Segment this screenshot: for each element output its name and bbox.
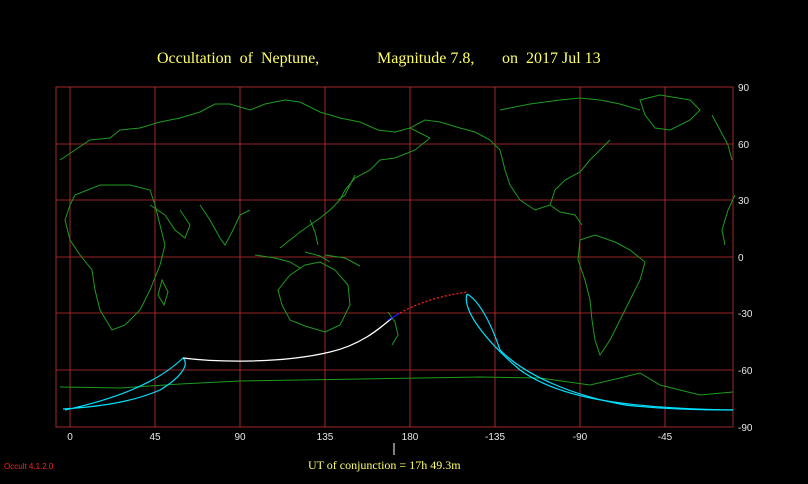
map-grid — [56, 87, 733, 427]
visibility-limits — [62, 293, 734, 411]
latitude-tick-label: -60 — [738, 366, 753, 377]
coast-alaska — [409, 119, 476, 133]
coast-japan — [337, 174, 356, 201]
coast-madagascar — [157, 278, 169, 307]
coast-gulf-mexico — [549, 204, 583, 226]
visibility-limit-west — [62, 357, 186, 411]
latitude-tick-label: 30 — [738, 196, 750, 207]
coast-antarctica — [59, 372, 734, 396]
longitude-tick-label: 180 — [402, 432, 419, 443]
coast-greenland — [639, 94, 701, 131]
coast-canada-arctic — [499, 97, 641, 111]
visibility-limit-east-inner — [466, 293, 734, 411]
visibility-limit-east — [465, 293, 734, 411]
central-path-twilight — [387, 312, 401, 321]
longitude-tick-label: 45 — [149, 432, 161, 443]
title-object: Occultation of Neptune, — [157, 50, 320, 67]
coast-eurasia-north — [59, 99, 431, 161]
longitude-tick-label: -90 — [573, 432, 588, 443]
coast-south-america — [577, 234, 646, 357]
coast-europe-west — [711, 114, 733, 161]
coastlines — [59, 94, 736, 396]
longitude-labels: 0 45 90 135 180 -135 -90 -45 — [67, 432, 672, 443]
coast-new-zealand — [387, 311, 399, 346]
latitude-tick-label: -90 — [738, 423, 753, 434]
longitude-tick-label: 0 — [67, 432, 73, 443]
longitude-tick-label: 90 — [234, 432, 246, 443]
latitude-labels: 90 60 30 0 -30 -60 -90 — [738, 83, 753, 434]
title-date: on 2017 Jul 13 — [502, 50, 601, 67]
central-path-daylight — [182, 317, 393, 362]
title-magnitude: Magnitude 7.8, — [377, 50, 475, 67]
conjunction-time-label: UT of conjunction = 17h 49.3m — [308, 458, 461, 472]
latitude-tick-label: 90 — [738, 83, 750, 94]
longitude-tick-label: -135 — [485, 432, 505, 443]
central-path — [182, 291, 468, 362]
coast-arabia — [149, 204, 191, 239]
coast-asia-east — [279, 137, 431, 249]
coast-africa — [64, 184, 166, 331]
coast-north-america — [474, 131, 611, 211]
coast-indonesia-2 — [304, 251, 331, 263]
map-title: Occultation of Neptune, Magnitude 7.8, o… — [0, 50, 808, 74]
coast-india — [199, 204, 251, 246]
latitude-tick-label: -30 — [738, 309, 753, 320]
longitude-tick-label: 135 — [317, 432, 334, 443]
central-path-below-horizon — [399, 291, 468, 314]
latitude-tick-label: 60 — [738, 140, 750, 151]
coast-new-guinea — [324, 254, 361, 267]
coast-indonesia-1 — [254, 254, 301, 269]
longitude-tick-label: -45 — [658, 432, 673, 443]
coast-australia — [277, 261, 351, 333]
latitude-tick-label: 0 — [738, 253, 744, 264]
coast-philippines — [309, 219, 319, 246]
coast-africa-west — [721, 194, 736, 246]
software-version-label: Occult 4.1.2.0 — [4, 462, 54, 471]
